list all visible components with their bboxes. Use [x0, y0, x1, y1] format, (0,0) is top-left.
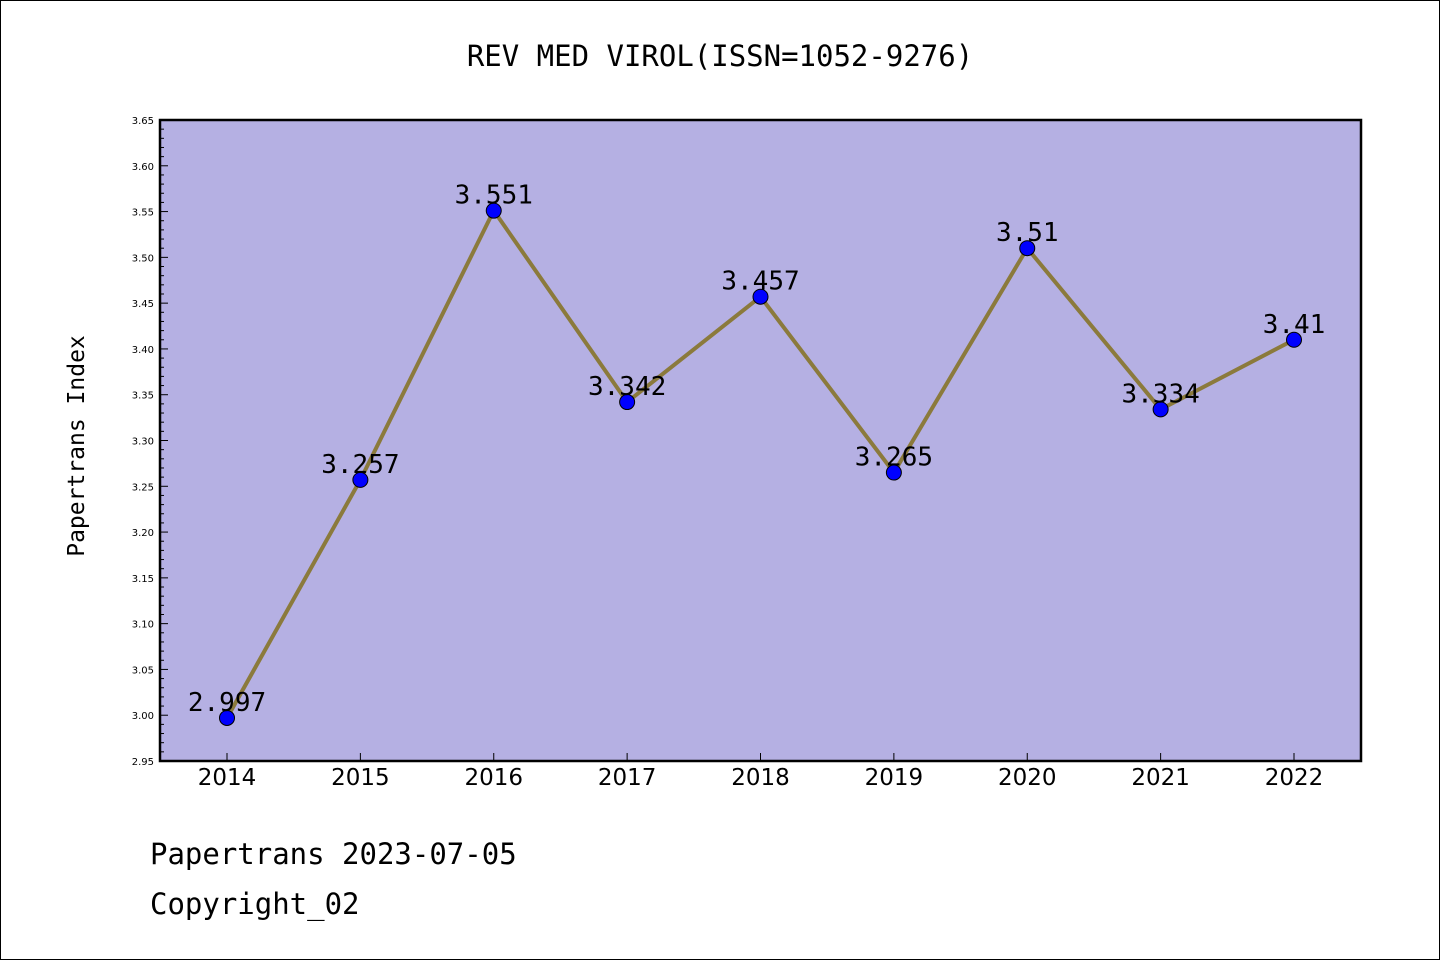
- x-tick-label: 2018: [731, 765, 790, 791]
- data-point: [619, 394, 636, 411]
- y-axis: 2.95 3.00 3.05 3.10 3.15 3.20 3.25 3.30 3.35 3.40…: [132, 116, 168, 768]
- y-tick-label: 3.40: [132, 345, 154, 356]
- y-axis-label: Papertrans Index: [64, 335, 90, 557]
- data-point: [1286, 331, 1302, 348]
- data-label: 3.51: [996, 218, 1059, 248]
- x-tick-label: 2017: [598, 765, 657, 791]
- x-tick-label: 2014: [198, 765, 257, 791]
- y-tick-label: 3.35: [132, 391, 154, 402]
- y-tick-label: 3.10: [132, 620, 154, 631]
- x-tick-label: 2019: [865, 765, 924, 791]
- y-tick-label: 3.50: [132, 253, 154, 264]
- y-tick-label: 3.15: [132, 574, 154, 585]
- x-tick-label: 2016: [464, 765, 523, 791]
- y-tick-label: 2.95: [132, 757, 154, 768]
- data-label: 3.551: [455, 181, 533, 211]
- data-point: [885, 464, 902, 481]
- data-point: [352, 471, 369, 488]
- plot-area: [158, 118, 1363, 763]
- footer-copyright: Copyright_02: [150, 887, 360, 922]
- data-point: [1019, 240, 1036, 257]
- data-points: [219, 202, 1302, 726]
- y-tick-label: 3.20: [132, 528, 154, 539]
- x-tick-label: 2022: [1265, 765, 1324, 791]
- data-point: [752, 288, 769, 305]
- data-point: [1152, 401, 1169, 418]
- x-tick-label: 2015: [331, 765, 390, 791]
- y-tick-label: 3.25: [132, 482, 154, 493]
- data-label: 3.342: [588, 372, 666, 402]
- data-label: 3.334: [1121, 379, 1199, 409]
- data-label: 3.457: [721, 267, 799, 297]
- y-tick-label: 3.30: [132, 437, 154, 448]
- data-point: [219, 709, 235, 726]
- y-tick-label: 3.05: [132, 665, 154, 676]
- y-tick-label: 3.60: [132, 162, 154, 173]
- x-tick-label: 2020: [998, 765, 1057, 791]
- data-point: [485, 202, 502, 219]
- y-tick-label: 3.55: [132, 208, 154, 219]
- y-tick-label: 3.45: [132, 299, 154, 310]
- data-label: 3.41: [1263, 310, 1326, 340]
- y-tick-label: 3.00: [132, 711, 154, 722]
- x-axis: 2014 2015 2016 2017 2018 2019 2020 2021 2022: [198, 753, 1324, 791]
- chart-title: REV MED VIROL(ISSN=1052-9276): [467, 39, 973, 73]
- data-label: 2.997: [188, 688, 266, 718]
- footer-date: Papertrans 2023-07-05: [150, 837, 517, 871]
- data-labels: 2.997 3.257 3.551 3.342 3.457 3.265 3.51 3.334 3…: [188, 181, 1325, 718]
- data-label: 3.257: [321, 450, 399, 480]
- y-tick-label: 3.65: [132, 116, 154, 127]
- x-tick-label: 2021: [1131, 765, 1190, 791]
- data-label: 3.265: [855, 443, 933, 473]
